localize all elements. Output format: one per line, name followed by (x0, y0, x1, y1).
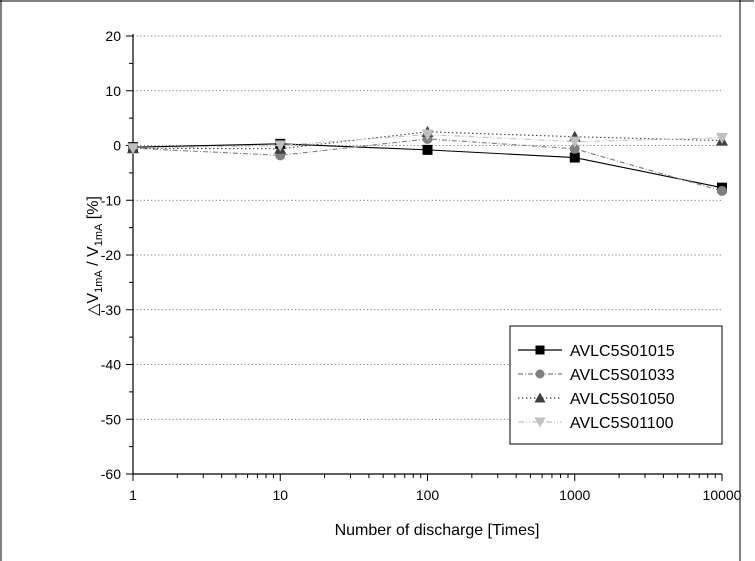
x-tick-label: 100 (416, 487, 440, 503)
y-tick-label: -10 (101, 192, 121, 208)
legend-marker (534, 392, 546, 403)
data-point-AVLC5S01100 (568, 136, 581, 148)
legend-label: AVLC5S01050 (570, 391, 675, 408)
data-point-AVLC5S01100 (127, 143, 139, 155)
y-axis-title-suffix: [%] (85, 196, 102, 224)
data-point-AVLC5S01033 (569, 143, 580, 154)
y-axis-title-prefix: △V (85, 293, 102, 316)
y-tick-label: -30 (101, 302, 121, 318)
legend-marker (535, 369, 545, 379)
data-point-AVLC5S01015 (422, 144, 433, 155)
legend-label: AVLC5S01015 (570, 343, 675, 360)
data-point-AVLC5S01100 (421, 129, 434, 141)
legend-label: AVLC5S01100 (570, 415, 674, 432)
y-tick-label: 0 (113, 138, 121, 154)
legend-marker (534, 417, 546, 428)
legend: AVLC5S01015 AVLC5S01033 AVLC5S01050 AVLC5S0… (509, 325, 723, 445)
series-line-AVLC5S01033 (132, 138, 723, 192)
data-point-AVLC5S01100 (716, 132, 728, 144)
y-axis-title-sub1: 1mA (93, 270, 105, 293)
y-tick-label: -50 (101, 411, 121, 427)
y-tick-label: 20 (105, 28, 121, 44)
x-tick-label: 1 (129, 487, 137, 503)
legend-label: AVLC5S01033 (570, 367, 675, 384)
x-axis-title: Number of discharge [Times] (335, 522, 540, 539)
x-tick-label: 10 (272, 487, 288, 503)
data-point-AVLC5S01100 (274, 140, 287, 152)
data-point-AVLC5S01015 (569, 152, 580, 163)
x-tick-label: 1000 (559, 487, 590, 503)
series-layer (127, 125, 728, 196)
y-axis-title: △V1mA / V1mA [%] (85, 196, 105, 316)
y-tick-label: 10 (105, 83, 121, 99)
y-tick-label: -60 (101, 466, 121, 482)
x-tick-label: 10000 (703, 487, 742, 503)
legend-marker (535, 345, 545, 355)
legend-box (509, 325, 723, 445)
y-tick-label: -20 (101, 247, 121, 263)
data-point-AVLC5S01033 (717, 185, 727, 196)
y-tick-label: -40 (101, 357, 121, 373)
y-axis-title-sub2: 1mA (93, 223, 105, 246)
y-axis-title-mid: / V (85, 246, 102, 270)
